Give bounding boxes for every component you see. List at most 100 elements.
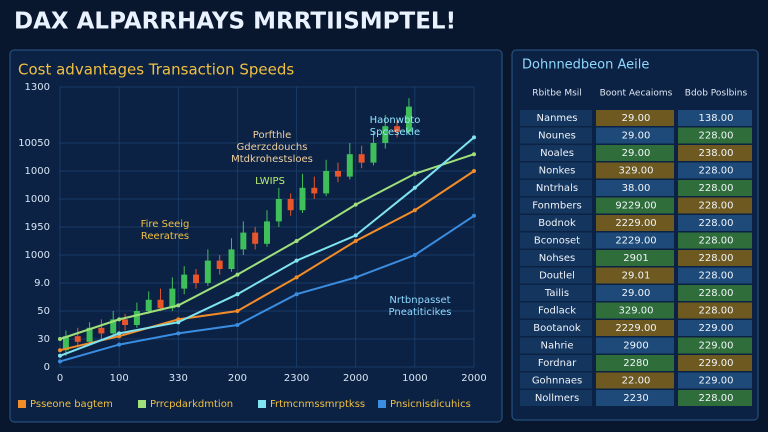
annotation: Mtdkrohestsloes bbox=[231, 154, 313, 165]
table-cell bbox=[520, 285, 592, 301]
cell-text: 228.00 bbox=[699, 183, 734, 194]
column-header: Bdob Poslbins bbox=[685, 89, 748, 99]
candle-body bbox=[346, 154, 353, 177]
series-point bbox=[58, 353, 62, 358]
table-cell bbox=[596, 162, 674, 179]
candle-body bbox=[370, 143, 377, 163]
table-cell bbox=[520, 355, 592, 371]
candle-body bbox=[264, 221, 270, 244]
cell-text: 228.00 bbox=[699, 236, 734, 247]
cell-text: 22.00 bbox=[622, 376, 651, 387]
cell-text: 2229.00 bbox=[615, 218, 656, 229]
legend-label: Pnsicnisdicuhics bbox=[390, 399, 471, 410]
table-cell bbox=[520, 267, 592, 284]
legend-swatch bbox=[138, 400, 146, 408]
cell-text: Fodlack bbox=[538, 306, 576, 317]
candle-body bbox=[252, 232, 259, 244]
cell-text: Gohnnaes bbox=[532, 376, 582, 387]
y-tick-label: 30 bbox=[37, 334, 50, 345]
series-point bbox=[117, 334, 122, 339]
table-cell bbox=[678, 127, 752, 144]
legend-label: Psseone bagtem bbox=[30, 399, 113, 410]
cell-text: Bconoset bbox=[534, 236, 580, 247]
annotation: Fire Seeig bbox=[141, 219, 190, 230]
table-cell bbox=[596, 285, 674, 301]
table-cell bbox=[596, 127, 674, 144]
series-point bbox=[412, 253, 417, 257]
table-cell bbox=[520, 302, 592, 319]
annotation: Reeratres bbox=[141, 231, 189, 242]
series-point bbox=[117, 342, 122, 347]
table-cell bbox=[596, 267, 674, 284]
legend-swatch bbox=[258, 400, 266, 408]
annotation: Spcesekle bbox=[370, 127, 420, 138]
table-cell bbox=[678, 162, 752, 179]
candle-body bbox=[358, 154, 365, 163]
cell-text: Nanmes bbox=[536, 113, 577, 124]
annotation: Haonwbto bbox=[370, 115, 421, 126]
cell-text: Fordnar bbox=[538, 358, 577, 369]
cell-text: 29.01 bbox=[622, 271, 651, 282]
series-point bbox=[412, 208, 417, 213]
series-point bbox=[58, 337, 62, 341]
table-cell bbox=[678, 215, 752, 231]
candle-body bbox=[216, 260, 223, 269]
cell-text: Nollmers bbox=[535, 393, 579, 404]
table-cell bbox=[596, 250, 674, 266]
candle-body bbox=[133, 311, 140, 325]
table-cell bbox=[596, 337, 674, 354]
y-tick-label: 50 bbox=[37, 306, 50, 317]
table-cell bbox=[678, 337, 752, 354]
cell-text: 229.00 bbox=[699, 323, 734, 334]
series-point bbox=[472, 152, 476, 157]
cell-text: 29.00 bbox=[622, 113, 651, 124]
cell-text: 229.00 bbox=[699, 358, 734, 369]
series-point bbox=[294, 275, 299, 280]
series-point bbox=[294, 239, 299, 243]
series-point bbox=[472, 135, 476, 140]
table-cell bbox=[520, 390, 592, 406]
title: DAX ALPARRHAYS MRRTIISMPTEL! bbox=[14, 9, 456, 35]
candle-body bbox=[394, 126, 401, 132]
legend-label: Prrcpdarkdmtion bbox=[150, 399, 233, 410]
table-cell bbox=[520, 162, 592, 179]
cell-text: 2901 bbox=[623, 253, 648, 264]
candle-body bbox=[193, 274, 200, 283]
candle-body bbox=[74, 336, 81, 342]
y-tick-label: 1950 bbox=[25, 222, 50, 233]
series-point bbox=[353, 239, 358, 243]
table-cell bbox=[520, 215, 592, 231]
table-cell bbox=[520, 127, 592, 144]
y-tick-label: 0 bbox=[44, 362, 50, 373]
candle-body bbox=[311, 187, 318, 194]
x-tick-label: 0 bbox=[57, 373, 63, 384]
series-point bbox=[472, 213, 476, 218]
table-cell bbox=[596, 302, 674, 319]
series-point bbox=[176, 331, 181, 336]
cell-text: 228.00 bbox=[699, 253, 734, 264]
candle-body bbox=[204, 260, 211, 283]
cell-text: 329.00 bbox=[619, 306, 654, 317]
table-cell bbox=[678, 197, 752, 214]
series-point bbox=[235, 323, 240, 327]
table-cell bbox=[678, 110, 752, 126]
series-point bbox=[58, 348, 62, 353]
table-cell bbox=[520, 337, 592, 354]
series-line bbox=[59, 170, 475, 352]
x-tick-label: 2300 bbox=[284, 373, 309, 384]
cell-text: 229.00 bbox=[699, 341, 734, 352]
series-point bbox=[472, 169, 476, 173]
table-cell bbox=[596, 110, 674, 126]
candle-body bbox=[181, 274, 188, 289]
cell-text: 229.00 bbox=[699, 376, 734, 387]
candle-body bbox=[275, 199, 282, 222]
series-line bbox=[59, 214, 475, 363]
cell-text: 138.00 bbox=[699, 113, 734, 124]
candle-body bbox=[240, 232, 247, 250]
candle-body bbox=[110, 319, 117, 334]
table-cell bbox=[678, 145, 752, 161]
column-header: Rbitbe Msil bbox=[532, 89, 582, 99]
candle-body bbox=[382, 126, 389, 143]
table-cell bbox=[596, 197, 674, 214]
subtitle: Cost advantages Transaction Speeds bbox=[18, 61, 294, 79]
